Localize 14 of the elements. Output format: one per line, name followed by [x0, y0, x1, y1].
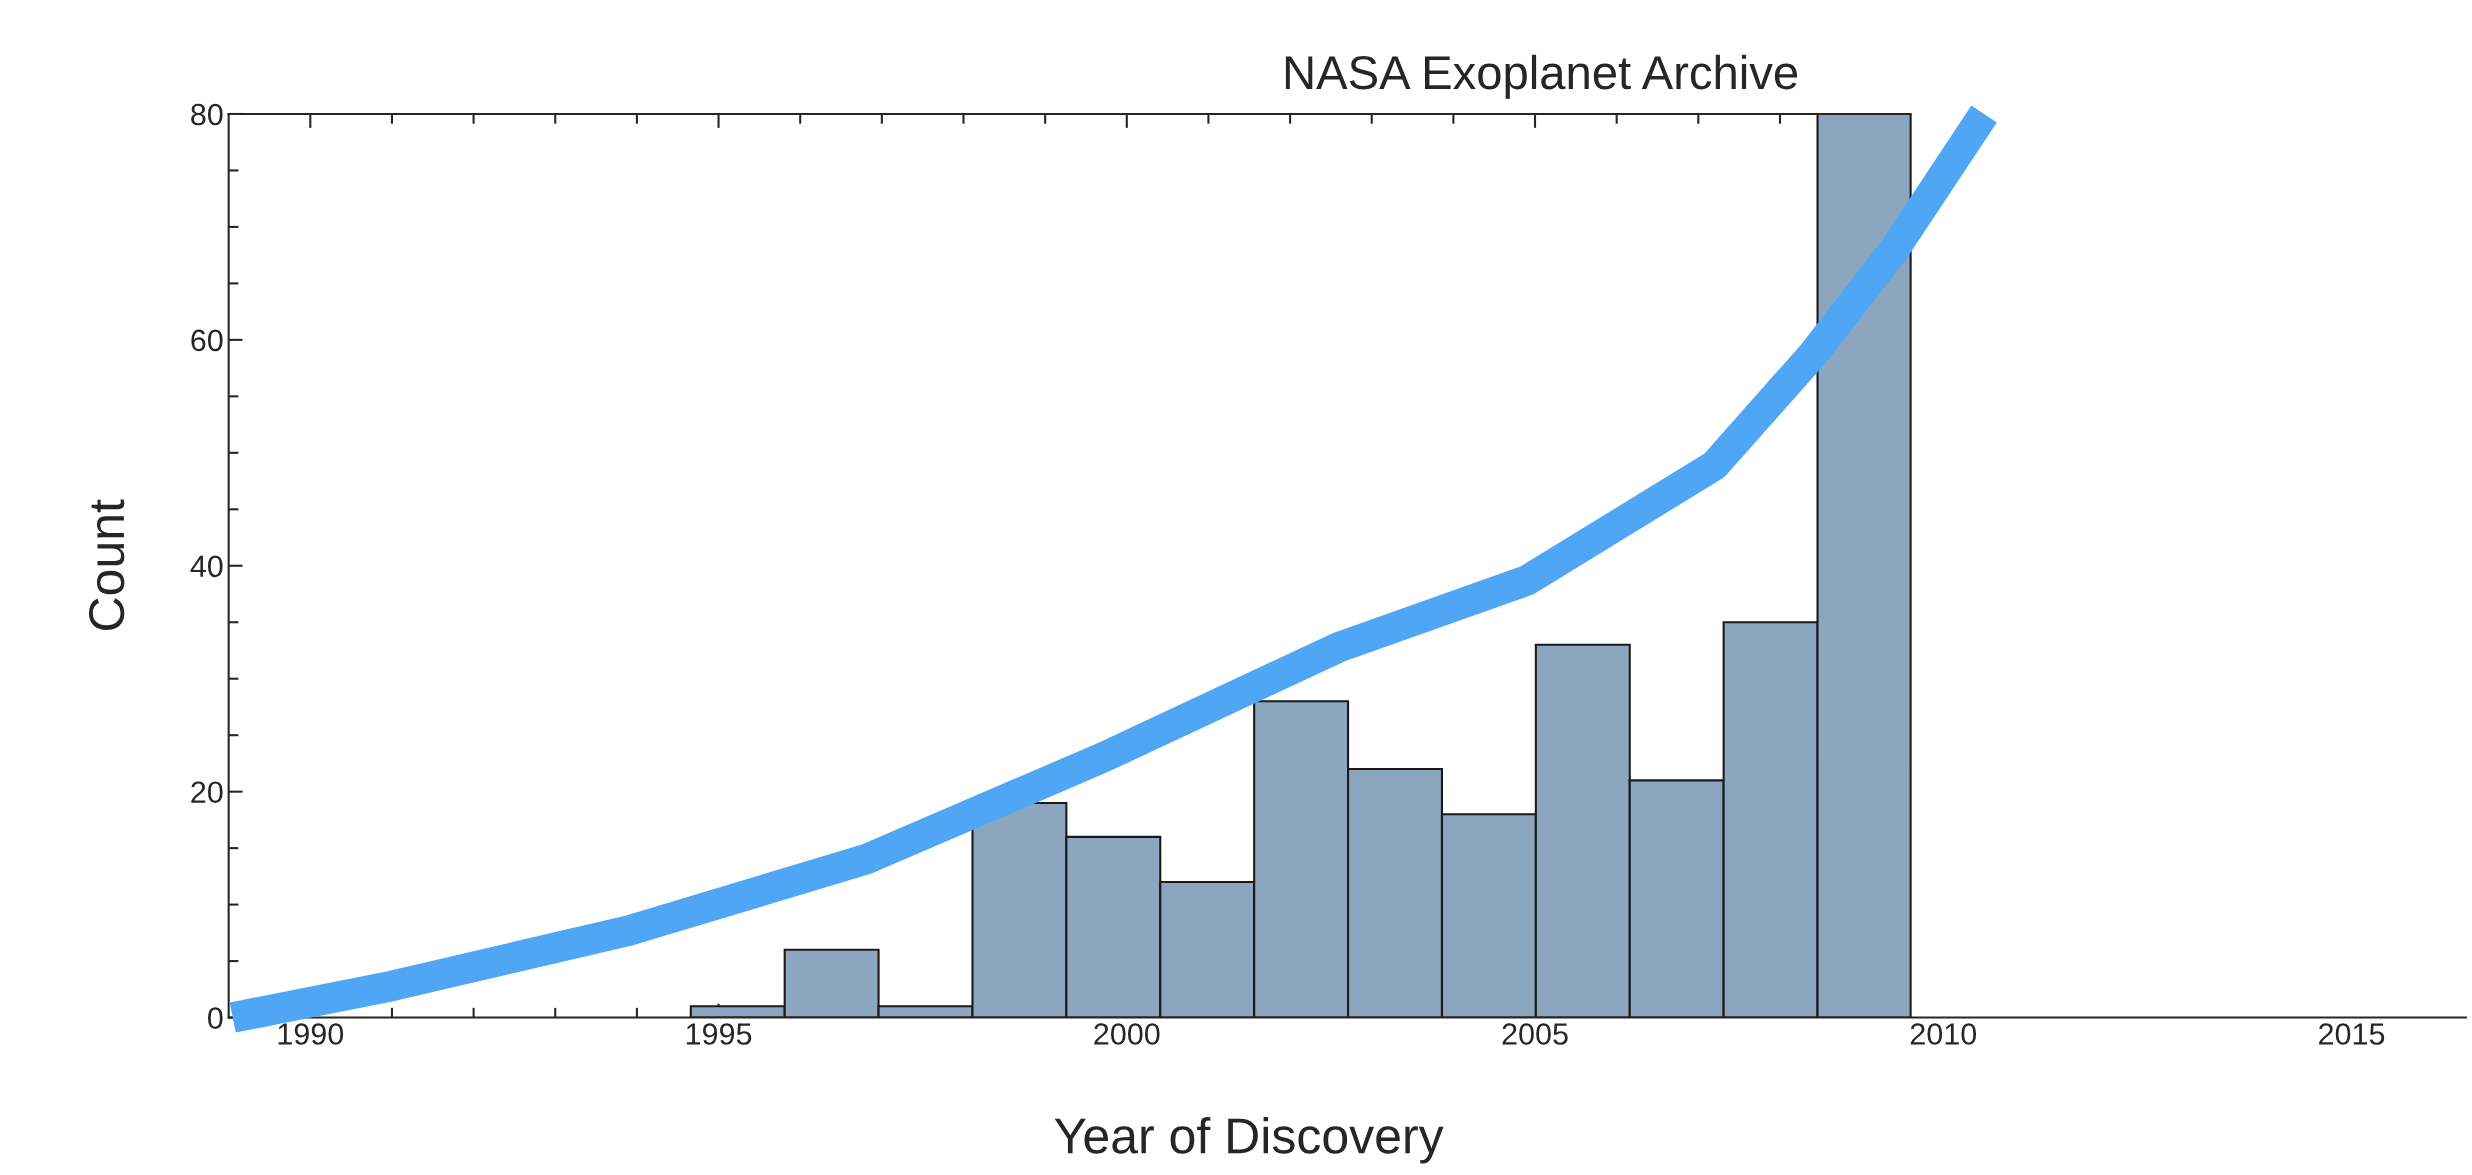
x-tick-label: 2000 — [1094, 1023, 1160, 1045]
chart-title: NASA Exoplanet Archive — [1285, 54, 1798, 99]
y-tick-label: 40 — [190, 555, 223, 578]
y-tick-label: 60 — [191, 329, 223, 352]
y-tick-label: 0 — [208, 1007, 223, 1029]
x-axis-title: Year of Discovery — [1054, 1116, 1444, 1164]
x-tick-label: 2010 — [1910, 1023, 1977, 1045]
y-axis-title: Count — [88, 499, 125, 630]
y-tick-label: 80 — [191, 103, 223, 126]
y-tick-label: 20 — [191, 781, 223, 804]
x-tick-label: 1995 — [686, 1023, 752, 1045]
x-tick-label: 2015 — [2319, 1023, 2385, 1045]
x-tick-label: 2005 — [1502, 1023, 1568, 1045]
x-tick-label: 1990 — [278, 1023, 344, 1045]
